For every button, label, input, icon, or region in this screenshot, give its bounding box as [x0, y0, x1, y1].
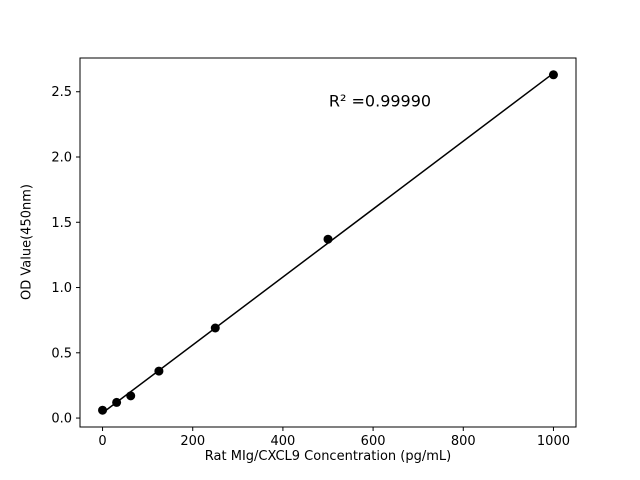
x-axis-label: Rat MIg/CXCL9 Concentration (pg/mL)	[204, 449, 452, 464]
y-tick-label: 1.5	[51, 216, 72, 231]
y-axis-label: OD Value(450nm)	[19, 184, 35, 300]
data-point	[98, 405, 108, 415]
x-tick-label: 1000	[537, 434, 570, 449]
data-point	[112, 397, 122, 407]
y-tick-label: 1.0	[51, 281, 72, 296]
r-squared-annotation: R² =0.99990	[328, 91, 432, 111]
x-tick-label: 400	[270, 434, 295, 449]
x-tick-label: 0	[98, 434, 106, 449]
data-point	[323, 234, 333, 244]
y-tick-label: 2.5	[51, 85, 72, 100]
y-tick-label: 0.5	[51, 346, 72, 361]
axes-border	[79, 57, 577, 428]
data-point	[154, 366, 164, 376]
x-tick-label: 600	[361, 434, 386, 449]
x-tick-label: 200	[180, 434, 205, 449]
data-point	[126, 391, 136, 401]
y-tick-label: 0.0	[51, 412, 72, 427]
data-point	[210, 323, 220, 333]
y-tick-label: 2.0	[51, 151, 72, 166]
data-point	[548, 70, 558, 80]
x-tick-label: 800	[451, 434, 476, 449]
